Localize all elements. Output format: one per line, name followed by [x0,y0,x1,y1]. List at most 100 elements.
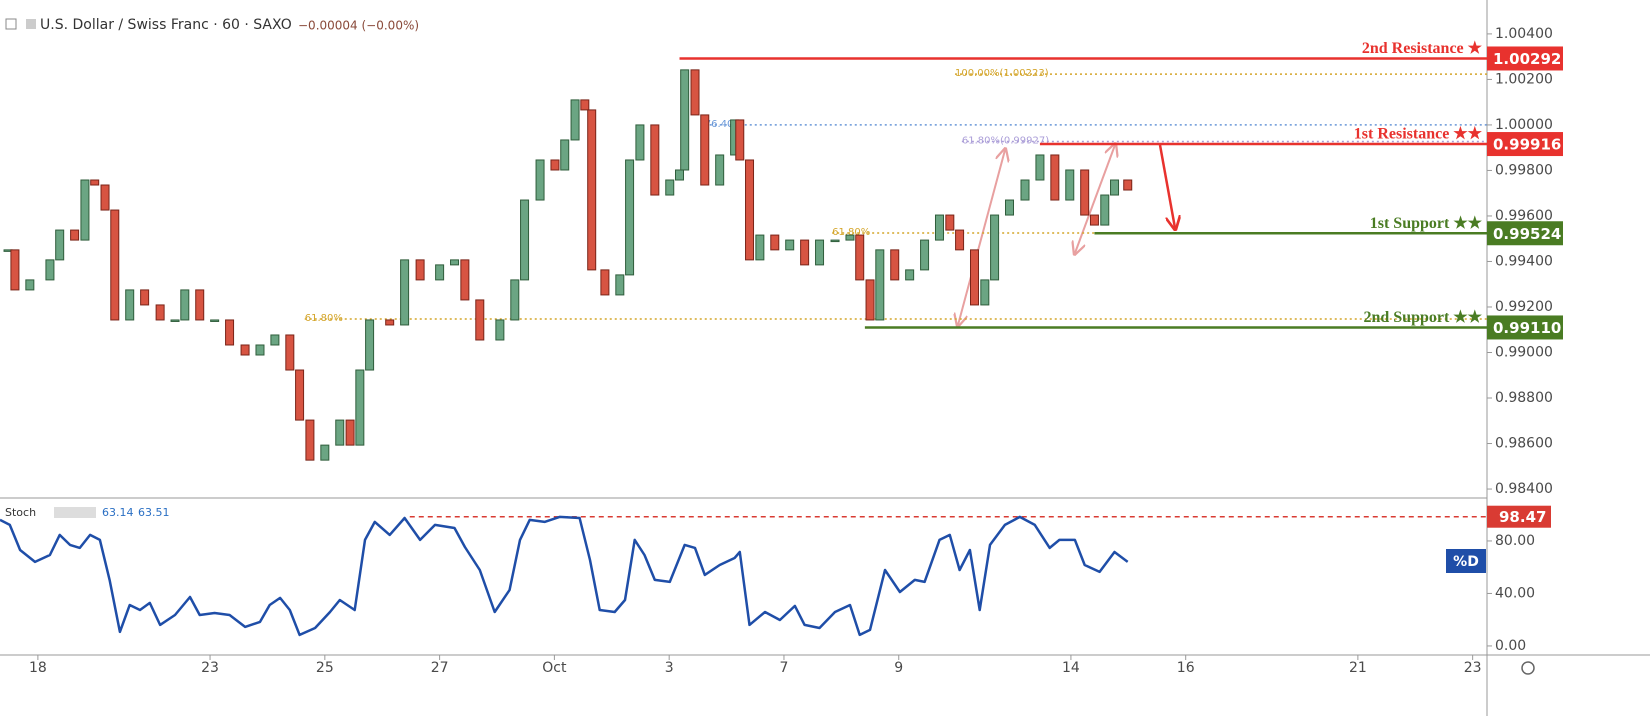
candle [755,234,765,261]
candle [355,369,365,446]
x-tick-label: 21 [1349,660,1367,676]
candle [830,239,840,243]
candle [240,344,250,356]
price-badge [1487,46,1563,71]
price-badge-label: 0.99524 [1493,225,1561,243]
candle [550,159,560,171]
x-tick-label: 14 [1062,660,1080,676]
y-tick-label: 40.00 [1495,585,1535,601]
candle [1080,169,1090,216]
candle [945,214,955,231]
indicator-readout: 63.51 [138,506,170,519]
y-tick-label: 1.00400 [1495,26,1553,42]
price-badge-label: 1.00292 [1493,50,1561,68]
candle [735,119,745,161]
candle [1035,154,1045,181]
candle [1100,194,1110,226]
candle [855,234,865,281]
direction-arrow [1158,144,1175,228]
price-badge [1487,221,1563,246]
candle [1005,199,1015,216]
candle [845,234,855,241]
candle [125,289,135,321]
indicator-readout: 63.14 [102,506,134,519]
price-badge-label: 0.99110 [1493,319,1561,337]
candle [320,444,330,461]
candle [715,154,725,186]
candle [415,259,425,281]
candle [180,289,190,321]
candle [450,259,460,266]
legend-label: %D [1453,554,1479,570]
candle [520,199,530,281]
candle [80,179,90,241]
x-tick-label: 23 [201,660,219,676]
measure-arrow [958,150,1005,325]
candle [990,214,1000,281]
candle [535,159,545,201]
candle [625,159,635,276]
stoch-line [0,515,1129,637]
y-tick-label: 0.99800 [1495,162,1553,178]
candle [210,319,220,322]
fib-label: 100.00%(1.00223) [955,68,1049,79]
candle [25,279,35,291]
measure-arrow [1075,145,1115,253]
x-tick-label: 3 [665,660,674,676]
candle [1110,179,1120,196]
y-tick-label: 0.00 [1495,638,1526,654]
indicator-title: Stoch [5,506,36,519]
legend-badge [1446,549,1486,573]
candle [90,179,100,186]
candle [905,269,915,281]
candle [920,239,930,271]
level-label: 2nd Support ★★ [1363,309,1482,326]
x-tick-label: 27 [431,660,449,676]
settings-icon[interactable] [1521,661,1535,675]
candle [195,289,205,321]
candle [650,124,660,196]
candle [365,319,375,371]
candle [435,264,445,281]
candle [770,234,780,251]
candle [800,239,810,266]
candle [969,249,979,306]
candle [865,279,875,321]
level-badge [1487,505,1551,528]
fib-label: 61.80%(0.99927) [962,136,1049,147]
y-tick-label: 0.99400 [1495,253,1553,269]
y-tick-label: 80.00 [1495,533,1535,549]
indicator-buttons[interactable] [54,507,96,518]
level-label: 2nd Resistance ★ [1362,40,1483,57]
level-badge-label: 98.47 [1499,508,1546,526]
candle [1050,154,1060,201]
candle [934,214,944,241]
level-label: 1st Resistance ★★ [1354,126,1483,143]
candle [510,279,520,321]
candle [890,249,900,281]
candle [495,319,505,341]
candle [295,369,305,421]
candle [665,179,675,196]
x-tick-label: 16 [1177,660,1195,676]
candle [475,299,485,341]
candle [385,319,395,326]
price-badge [1487,132,1563,157]
candle [615,274,625,296]
candle [305,419,315,461]
candle [155,304,165,321]
x-tick-label: 23 [1464,660,1482,676]
candle [560,139,570,171]
price-badge-label: 0.99916 [1493,136,1561,154]
x-tick-label: 25 [316,660,334,676]
candle [675,169,685,181]
candle [460,259,470,301]
symbol-icon [26,19,36,29]
candle [587,109,597,271]
y-tick-label: 0.98600 [1495,436,1553,452]
candle [255,344,265,356]
candle [955,229,965,251]
collapse-icon[interactable] [5,18,17,30]
candle [600,269,610,296]
candle [570,99,580,141]
